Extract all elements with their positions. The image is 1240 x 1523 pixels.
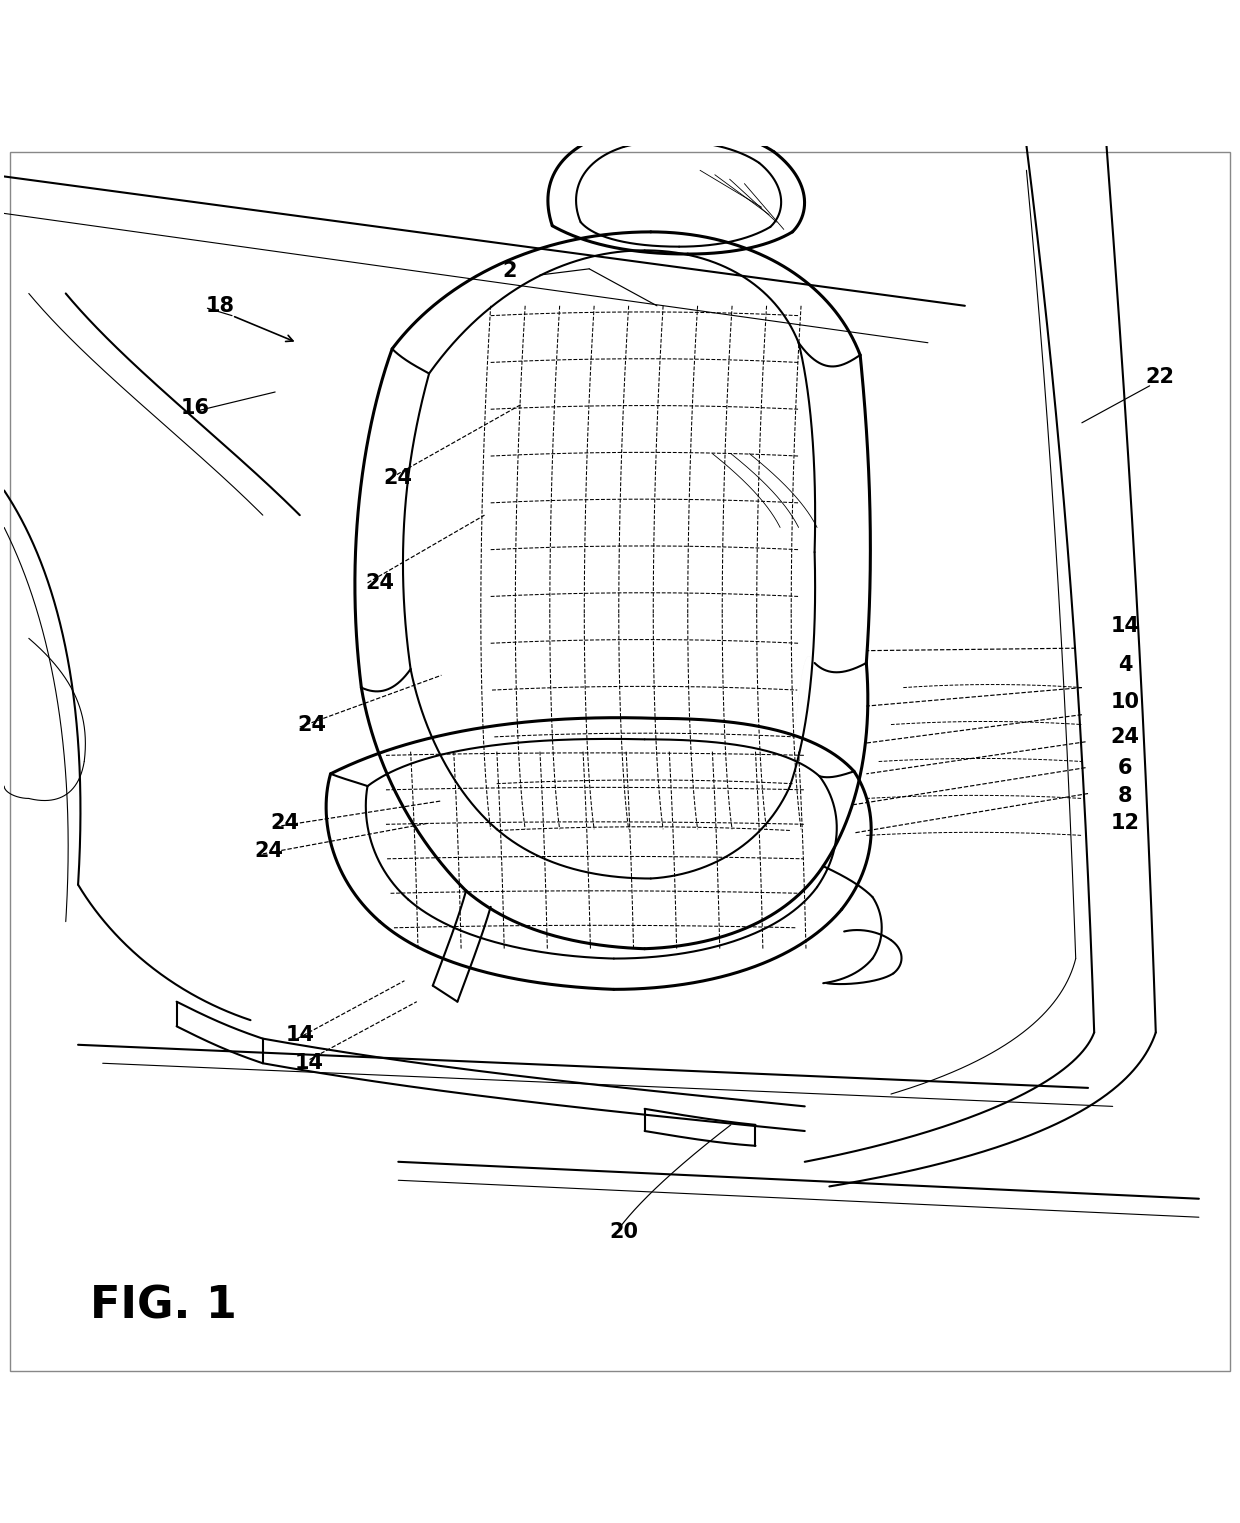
Text: 10: 10 <box>1111 693 1140 713</box>
Text: 24: 24 <box>366 573 394 592</box>
Text: 14: 14 <box>1111 615 1140 637</box>
Text: 8: 8 <box>1117 786 1132 806</box>
Text: 14: 14 <box>295 1054 324 1074</box>
Text: 22: 22 <box>1145 367 1174 387</box>
Text: 24: 24 <box>1111 726 1140 746</box>
Text: 12: 12 <box>1111 813 1140 833</box>
Text: 18: 18 <box>205 295 234 315</box>
Text: 24: 24 <box>270 813 300 833</box>
Text: 24: 24 <box>384 468 413 489</box>
Text: 2: 2 <box>502 262 516 282</box>
Text: 14: 14 <box>285 1025 314 1045</box>
Text: 6: 6 <box>1117 757 1132 778</box>
Text: 16: 16 <box>181 398 210 417</box>
Text: 24: 24 <box>254 841 284 862</box>
Text: 24: 24 <box>298 714 326 734</box>
Text: 4: 4 <box>1117 655 1132 675</box>
Text: FIG. 1: FIG. 1 <box>91 1284 237 1328</box>
Text: 20: 20 <box>609 1221 639 1241</box>
